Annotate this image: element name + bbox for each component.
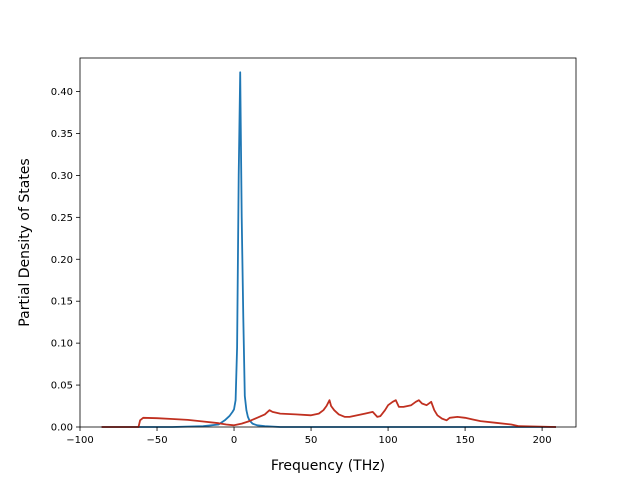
y-tick-label: 0.10 [51,339,73,350]
x-tick-label: 0 [231,435,237,446]
y-axis: 0.00 0.05 0.10 0.15 0.20 0.25 0.30 0.35 0.40 [51,87,80,434]
plot-frame [79,57,577,428]
x-tick-label: 50 [305,435,318,446]
series-line-1 [101,71,556,428]
series-line-2 [101,399,557,428]
plot-lines [101,71,557,428]
y-tick-label: 0.25 [51,213,73,224]
y-tick-label: 0.30 [51,171,73,182]
y-tick-label: 0.35 [51,129,73,140]
x-tick-label: 100 [379,435,398,446]
y-axis-label: Partial Density of States [17,158,33,326]
x-tick-label: −100 [66,435,93,446]
x-axis: −100 −50 0 50 100 150 200 [66,427,552,446]
y-tick-label: 0.05 [51,381,73,392]
y-tick-label: 0.40 [51,87,73,98]
x-tick-label: 200 [533,435,552,446]
x-axis-label: Frequency (THz) [271,458,385,474]
x-tick-label: 150 [456,435,475,446]
y-tick-label: 0.15 [51,297,73,308]
y-tick-label: 0.20 [51,255,73,266]
y-tick-label: 0.00 [51,423,73,434]
x-tick-label: −50 [146,435,167,446]
